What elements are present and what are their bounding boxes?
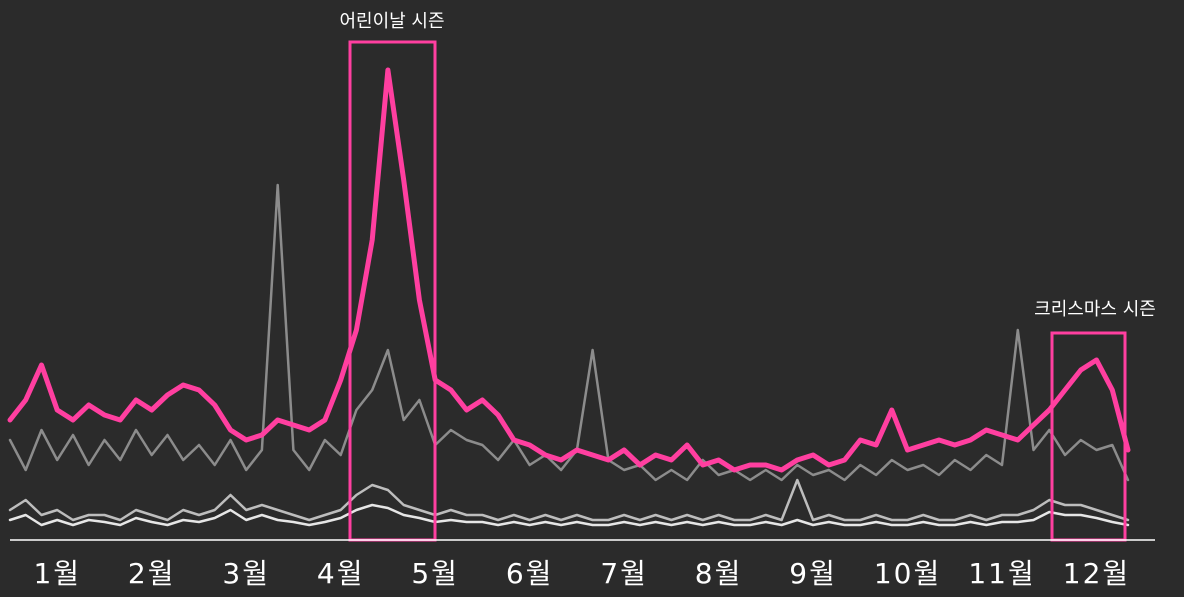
annotation: 크리스마스 시즌	[1034, 299, 1156, 320]
series-line	[8, 183, 1130, 482]
x-tick-label: 10월	[874, 557, 941, 590]
series-line	[8, 478, 1130, 522]
annotation: 어린이날 시즌	[339, 11, 444, 32]
x-tick-label: 1월	[33, 557, 81, 590]
x-tick-label: 2월	[128, 557, 176, 590]
x-tick-label: 6월	[506, 557, 554, 590]
x-tick-label: 11월	[968, 557, 1035, 590]
series-line	[8, 503, 1130, 527]
x-tick-label: 3월	[222, 557, 270, 590]
series-line	[7, 67, 1131, 473]
x-tick-label: 12월	[1063, 557, 1130, 590]
x-tick-label: 4월	[317, 557, 365, 590]
x-tick-label: 5월	[411, 557, 459, 590]
x-tick-label: 7월	[600, 557, 648, 590]
x-tick-label: 9월	[789, 557, 837, 590]
x-tick-label: 8월	[695, 557, 743, 590]
